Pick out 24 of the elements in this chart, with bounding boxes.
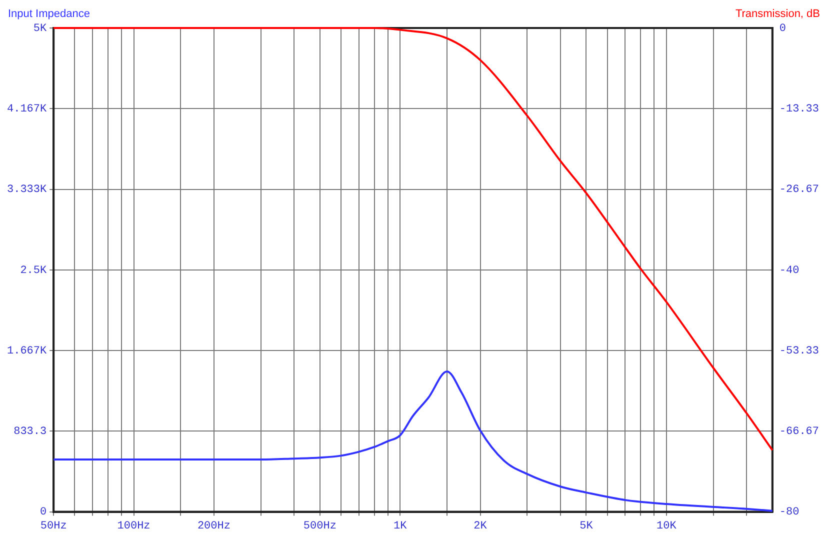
y-tick-label: 2.5K (20, 264, 48, 277)
x-tick-label: 1K (393, 520, 408, 532)
y2-tick-label: -80 (779, 506, 800, 519)
x-tick-label: 100Hz (117, 520, 150, 532)
y-tick-label: 833.3 (14, 426, 47, 438)
y-tick-label: 4.167K (6, 104, 47, 116)
y-axis-title: Input Impedance (8, 8, 90, 20)
y2-tick-label: -13.33 (779, 104, 820, 116)
y-tick-label: 5K (33, 22, 48, 35)
x-tick-label: 5K (580, 520, 594, 532)
x-tick-label: 200Hz (197, 520, 230, 532)
y2-tick-label: -66.67 (779, 426, 820, 438)
y2-tick-label: -26.67 (779, 184, 820, 196)
y-tick-label: 1.667K (6, 345, 47, 358)
x-tick-label: 500Hz (303, 520, 336, 532)
y2-axis-title: Transmission, dB (735, 8, 820, 20)
y2-tick-label: -53.33 (779, 345, 820, 358)
y-tick-label: 3.333K (6, 184, 47, 196)
x-tick-label: 2K (474, 520, 488, 532)
y-tick-label: 0 (40, 506, 47, 519)
y2-tick-label: -40 (779, 264, 800, 277)
y2-tick-label: 0 (779, 22, 786, 35)
x-tick-label: 10K (656, 520, 677, 532)
x-tick-label: 50Hz (40, 520, 67, 532)
